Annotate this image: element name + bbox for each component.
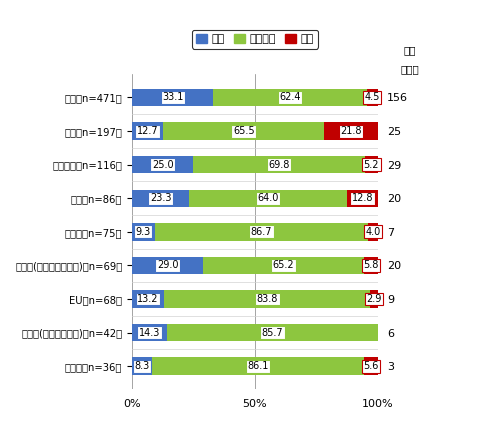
Text: 85.7: 85.7: [261, 328, 283, 338]
Text: 86.1: 86.1: [248, 361, 269, 371]
Text: 5.8: 5.8: [363, 260, 378, 271]
Bar: [368, 223, 378, 240]
Bar: [167, 324, 378, 341]
Text: 9.3: 9.3: [136, 227, 151, 237]
Bar: [193, 156, 365, 173]
Bar: [132, 223, 155, 240]
Text: 83.8: 83.8: [257, 294, 278, 304]
Bar: [165, 290, 370, 308]
Text: 2.9: 2.9: [366, 294, 382, 304]
Text: 8.3: 8.3: [135, 361, 150, 371]
Bar: [213, 89, 367, 106]
Text: 25.0: 25.0: [152, 160, 173, 170]
Bar: [346, 190, 378, 207]
Bar: [132, 257, 203, 274]
Text: 21.8: 21.8: [340, 126, 362, 136]
Bar: [132, 290, 165, 308]
Text: 86.7: 86.7: [250, 227, 272, 237]
Text: 29.0: 29.0: [157, 260, 178, 271]
Bar: [132, 190, 189, 207]
Bar: [153, 357, 364, 375]
Bar: [132, 156, 193, 173]
Text: 5.6: 5.6: [363, 361, 379, 371]
Text: 62.4: 62.4: [279, 92, 301, 103]
Bar: [370, 290, 378, 308]
Text: 5.2: 5.2: [364, 160, 379, 170]
Text: 12.8: 12.8: [351, 193, 373, 203]
Bar: [365, 156, 378, 173]
Bar: [132, 89, 213, 106]
Bar: [367, 89, 378, 106]
Text: 69.8: 69.8: [268, 160, 290, 170]
Legend: 拡大, 現状維持, 縮小: 拡大, 現状維持, 縮小: [192, 30, 318, 49]
Text: 65.2: 65.2: [272, 260, 294, 271]
Bar: [155, 223, 368, 240]
Bar: [203, 257, 364, 274]
Text: 拡大: 拡大: [404, 45, 416, 56]
Text: 4.5: 4.5: [365, 92, 380, 103]
Bar: [189, 190, 346, 207]
Bar: [364, 257, 378, 274]
Text: 13.2: 13.2: [138, 294, 159, 304]
Bar: [132, 324, 167, 341]
Bar: [324, 122, 378, 140]
Bar: [364, 357, 378, 375]
Bar: [132, 357, 153, 375]
Text: 23.3: 23.3: [150, 193, 171, 203]
Text: 14.3: 14.3: [139, 328, 160, 338]
Text: 33.1: 33.1: [162, 92, 183, 103]
Text: 64.0: 64.0: [257, 193, 279, 203]
Text: 65.5: 65.5: [233, 126, 254, 136]
Bar: [132, 122, 163, 140]
Text: （社）: （社）: [401, 64, 419, 74]
Text: 12.7: 12.7: [137, 126, 159, 136]
Bar: [163, 122, 324, 140]
Text: 4.0: 4.0: [365, 227, 381, 237]
